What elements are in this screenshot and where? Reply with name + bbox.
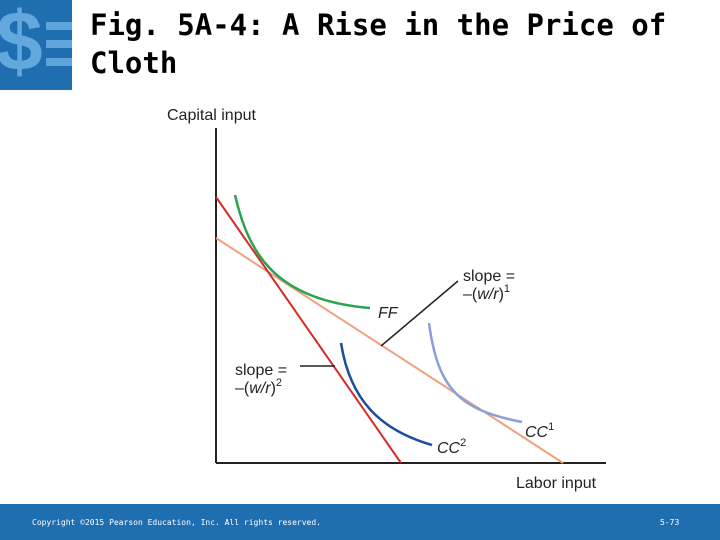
ff-label: FF bbox=[378, 305, 399, 322]
isoquant-diagram: Capital input Labor input FF CC1 CC2 slo… bbox=[167, 107, 606, 492]
copyright-notice: Copyright ©2015 Pearson Education, Inc. … bbox=[32, 518, 321, 527]
cc2-label: CC2 bbox=[437, 437, 466, 457]
slope-1-label-line2: –(w/r)1 bbox=[463, 283, 510, 303]
slope-1-label-line1: slope = bbox=[463, 268, 515, 285]
cc1-isoquant bbox=[427, 322, 523, 424]
cc2-isoquant bbox=[339, 342, 433, 447]
cc1-label: CC1 bbox=[525, 421, 554, 441]
slide-title: Fig. 5A-4: A Rise in the Price of Cloth bbox=[90, 8, 667, 80]
relative-price-line-2 bbox=[215, 196, 402, 464]
slide-footer: Copyright ©2015 Pearson Education, Inc. … bbox=[0, 504, 720, 540]
y-axis-label: Capital input bbox=[167, 107, 257, 124]
dollar-sign-logo-icon: $ bbox=[0, 0, 72, 90]
publisher-logo: $ bbox=[0, 0, 72, 90]
svg-text:$: $ bbox=[0, 0, 43, 88]
slope-1-pointer bbox=[380, 280, 459, 347]
relative-price-line-1 bbox=[215, 237, 564, 464]
page-number: 5-73 bbox=[660, 518, 680, 527]
slope-2-label-line2: –(w/r)2 bbox=[235, 377, 282, 397]
ff-isoquant bbox=[233, 194, 371, 310]
slope-2-label-line1: slope = bbox=[235, 362, 287, 379]
x-axis-label: Labor input bbox=[516, 475, 597, 492]
